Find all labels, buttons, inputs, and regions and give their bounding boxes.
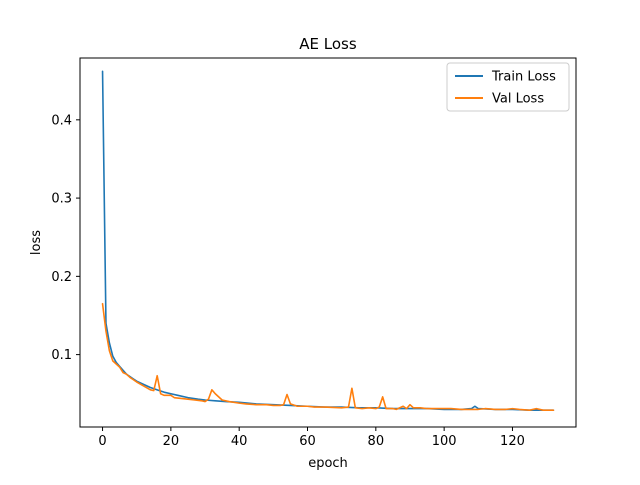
legend-label-val-loss: Val Loss — [492, 92, 544, 107]
series-layer — [101, 70, 555, 411]
x-tick-label: 120 — [500, 434, 525, 449]
chart-title: AE Loss — [299, 35, 357, 53]
x-tick-label: 80 — [368, 434, 385, 449]
y-tick-label: 0.4 — [51, 113, 72, 128]
x-tick-label: 0 — [98, 434, 106, 449]
y-axis-ticks: 0.1 0.2 0.3 0.4 — [51, 113, 80, 363]
legend-label-train-loss: Train Loss — [491, 70, 556, 85]
legend: Train Loss Val Loss — [446, 62, 570, 112]
y-axis-label: loss — [29, 230, 44, 255]
y-tick-label: 0.2 — [51, 270, 72, 285]
x-tick-label: 40 — [231, 434, 248, 449]
x-tick-label: 100 — [432, 434, 457, 449]
series-line-val-loss — [101, 302, 555, 411]
y-tick-label: 0.1 — [51, 348, 72, 363]
x-axis-label: epoch — [308, 456, 348, 471]
plot-frame — [79, 57, 577, 428]
y-tick-label: 0.3 — [51, 192, 72, 207]
x-tick-label: 60 — [299, 434, 316, 449]
x-tick-label: 20 — [163, 434, 180, 449]
x-axis-ticks: 0 20 40 60 80 100 120 — [98, 427, 525, 449]
